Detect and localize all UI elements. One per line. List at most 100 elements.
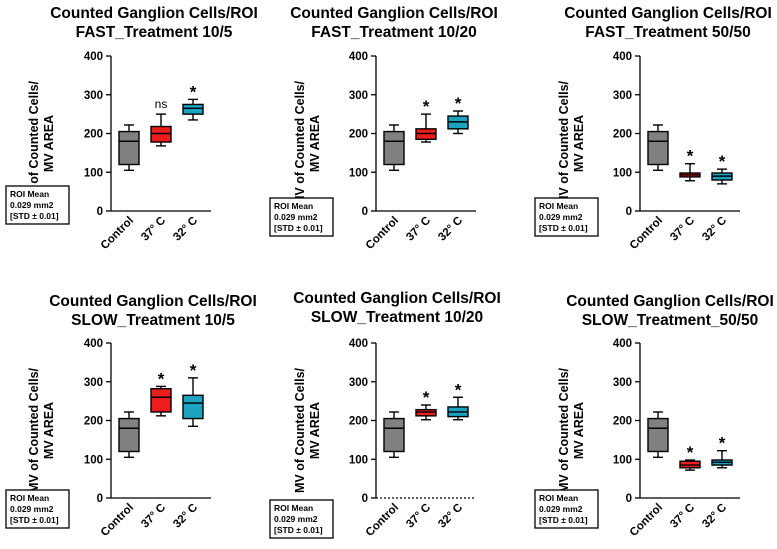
- box-37c: ns: [150, 97, 172, 147]
- significance-mark: *: [687, 147, 694, 166]
- box-iqr: [150, 388, 172, 413]
- box-control: [118, 124, 140, 172]
- box-37c: *: [150, 369, 172, 417]
- roi-note-frame: [534, 197, 599, 237]
- box-32c: *: [182, 361, 204, 428]
- y-tick-label: 300: [84, 377, 103, 389]
- x-category-label: Control: [628, 215, 665, 252]
- y-axis-label-line1: MV of Counted Cells/: [557, 367, 571, 493]
- chart-panel-3: Counted Ganglion Cells/ROI FAST_Treatment…: [534, 5, 772, 252]
- y-axis-label-line1: MV of Counted Cells/: [27, 367, 41, 493]
- y-tick-label: 100: [84, 454, 103, 466]
- y-axis-label: MV of Counted Cells/MV AREA: [27, 80, 56, 206]
- y-tick-label: 100: [349, 167, 368, 179]
- roi-note-line: [STD ± 0.01]: [539, 223, 588, 233]
- y-tick-label: 400: [613, 338, 632, 350]
- roi-note-frame: [534, 489, 599, 529]
- y-axis-label-line1: MV of Counted Cells/: [293, 80, 307, 206]
- x-category-label: 32° C: [700, 502, 729, 531]
- chart-panel-1: Counted Ganglion Cells/ROI FAST_Treatment…: [5, 5, 258, 252]
- box-iqr: [383, 417, 405, 453]
- significance-mark: *: [190, 361, 197, 380]
- box-iqr: [647, 417, 669, 453]
- roi-note-line: 0.029 mm2: [539, 504, 583, 514]
- box-control: [647, 124, 669, 172]
- box-iqr: [182, 394, 204, 420]
- chart-subtitle: SLOW_Treatment 10/20: [311, 309, 483, 326]
- y-tick-label: 0: [626, 493, 632, 505]
- x-category-label: 32° C: [700, 215, 729, 244]
- x-category-label: 37° C: [668, 215, 697, 244]
- roi-note-line: ROI Mean: [274, 503, 313, 513]
- roi-note-line: 0.029 mm2: [274, 212, 318, 222]
- chart-panel-6: Counted Ganglion Cells/ROI SLOW_Treatment…: [534, 293, 774, 539]
- y-tick-label: 0: [97, 493, 103, 505]
- roi-note-frame: [269, 499, 334, 539]
- y-tick-label: 200: [613, 129, 632, 141]
- chart-panel-5: Counted Ganglion Cells/ROI SLOW_Treatment…: [269, 290, 501, 539]
- box-iqr: [118, 417, 140, 453]
- chart-title: Counted Ganglion Cells/ROI: [49, 293, 257, 310]
- box-iqr: [150, 125, 172, 143]
- roi-note-line: ROI Mean: [539, 201, 578, 211]
- y-tick-label: 400: [613, 51, 632, 63]
- y-axis-label: MV of Counted Cells/MV AREA: [557, 80, 586, 206]
- x-category-label: Control: [364, 215, 401, 252]
- x-category-label: 32° C: [171, 215, 200, 244]
- x-category-label: Control: [364, 502, 401, 539]
- x-category-label: 37° C: [404, 502, 433, 531]
- box-iqr: [182, 103, 204, 115]
- y-tick-label: 0: [362, 206, 368, 218]
- x-category-label: 32° C: [171, 502, 200, 531]
- y-axis-label-line1: MV of Counted Cells/: [27, 80, 41, 206]
- box-control: [118, 411, 140, 459]
- significance-mark: *: [455, 380, 462, 399]
- y-tick-label: 200: [84, 129, 103, 141]
- x-category-label: 37° C: [139, 502, 168, 531]
- box-32c: *: [182, 82, 204, 121]
- y-axis-label-line2: MV AREA: [42, 115, 56, 172]
- y-tick-label: 400: [84, 51, 103, 63]
- x-category-label: Control: [628, 502, 665, 539]
- roi-note-line: ROI Mean: [539, 493, 578, 503]
- y-tick-label: 300: [349, 377, 368, 389]
- chart-subtitle: FAST_Treatment 10/5: [76, 24, 233, 41]
- y-tick-label: 100: [613, 167, 632, 179]
- y-tick-label: 0: [362, 493, 368, 505]
- y-tick-label: 200: [613, 416, 632, 428]
- x-category-label: 32° C: [436, 502, 465, 531]
- box-iqr: [383, 130, 405, 166]
- y-tick-label: 400: [349, 51, 368, 63]
- roi-note-line: [STD ± 0.01]: [10, 211, 59, 221]
- box-32c: *: [447, 94, 469, 135]
- box-control: [647, 411, 669, 459]
- x-category-label: 37° C: [404, 215, 433, 244]
- roi-note-line: [STD ± 0.01]: [10, 515, 59, 525]
- y-axis-label-line2: MV AREA: [308, 402, 322, 459]
- significance-mark: *: [719, 434, 726, 453]
- y-tick-label: 200: [84, 416, 103, 428]
- y-axis-label-line2: MV AREA: [572, 115, 586, 172]
- box-iqr: [118, 130, 140, 166]
- roi-note-frame: [5, 185, 70, 225]
- significance-mark: ns: [155, 97, 168, 111]
- y-axis-label: MV of Counted Cells/MV AREA: [27, 367, 56, 493]
- significance-mark: *: [455, 94, 462, 113]
- y-axis-label-line1: MV of Counted Cells/: [293, 367, 307, 493]
- y-tick-label: 400: [84, 338, 103, 350]
- box-32c: *: [447, 380, 469, 421]
- roi-note-line: [STD ± 0.01]: [539, 515, 588, 525]
- chart-title: Counted Ganglion Cells/ROI: [564, 5, 772, 22]
- chart-subtitle: SLOW_Treatment_50/50: [582, 312, 759, 329]
- box-37c: *: [415, 97, 437, 143]
- box-control: [383, 411, 405, 459]
- y-axis-label-line2: MV AREA: [42, 402, 56, 459]
- x-category-label: 32° C: [436, 215, 465, 244]
- x-category-label: Control: [99, 215, 136, 252]
- chart-subtitle: FAST_Treatment 10/20: [311, 24, 476, 41]
- y-axis-label: MV of Counted Cells/MV AREA: [293, 80, 322, 206]
- box-37c: *: [679, 147, 701, 182]
